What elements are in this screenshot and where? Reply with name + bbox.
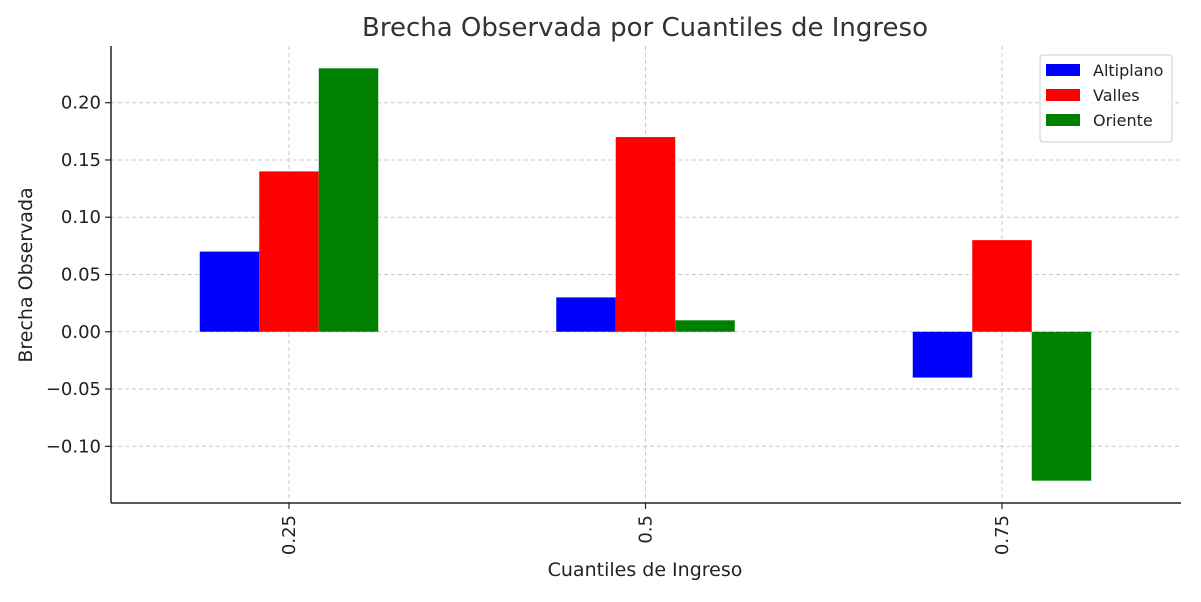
bar-altiplano-0.5: [556, 297, 616, 332]
bar-oriente-0.75: [1031, 331, 1092, 481]
y-tick-label: 0.05: [61, 265, 101, 286]
bar-altiplano-0.75: [912, 331, 973, 378]
tick-labels: −0.10 −0.05 0.00 0.05 0.10 0.15 0.20 0.25 0.5 0.7…: [46, 93, 1013, 555]
x-tick-label: 0.25: [279, 515, 300, 555]
bar-oriente-0.25: [318, 68, 379, 332]
bar-altiplano-0.25: [199, 251, 260, 332]
x-axis-label: Cuantiles de Ingreso: [548, 559, 743, 581]
y-tick-label: −0.10: [46, 436, 101, 457]
y-tick-label: 0.15: [61, 150, 101, 171]
bar-valles-0.75: [972, 240, 1032, 332]
legend-label-oriente: Oriente: [1093, 111, 1153, 130]
bars: [199, 68, 1092, 481]
y-tick-label: 0.00: [61, 322, 101, 343]
axes: [105, 46, 1181, 509]
y-axis-label: Brecha Observada: [15, 187, 37, 362]
legend-swatch-oriente: [1046, 114, 1080, 126]
bar-valles-0.25: [259, 171, 319, 332]
bar-valles-0.5: [615, 137, 676, 332]
legend: Altiplano Valles Oriente: [1039, 54, 1173, 143]
x-tick-label: 0.75: [992, 515, 1013, 555]
legend-label-valles: Valles: [1093, 86, 1140, 105]
y-tick-label: 0.20: [61, 93, 101, 114]
x-tick-label: 0.5: [636, 515, 657, 544]
chart-title: Brecha Observada por Cuantiles de Ingres…: [362, 13, 928, 43]
y-tick-label: −0.05: [46, 379, 101, 400]
bar-oriente-0.5: [675, 320, 735, 332]
legend-swatch-valles: [1046, 89, 1080, 101]
y-tick-label: 0.10: [61, 207, 101, 228]
legend-label-altiplano: Altiplano: [1093, 61, 1163, 80]
legend-swatch-altiplano: [1046, 64, 1080, 76]
